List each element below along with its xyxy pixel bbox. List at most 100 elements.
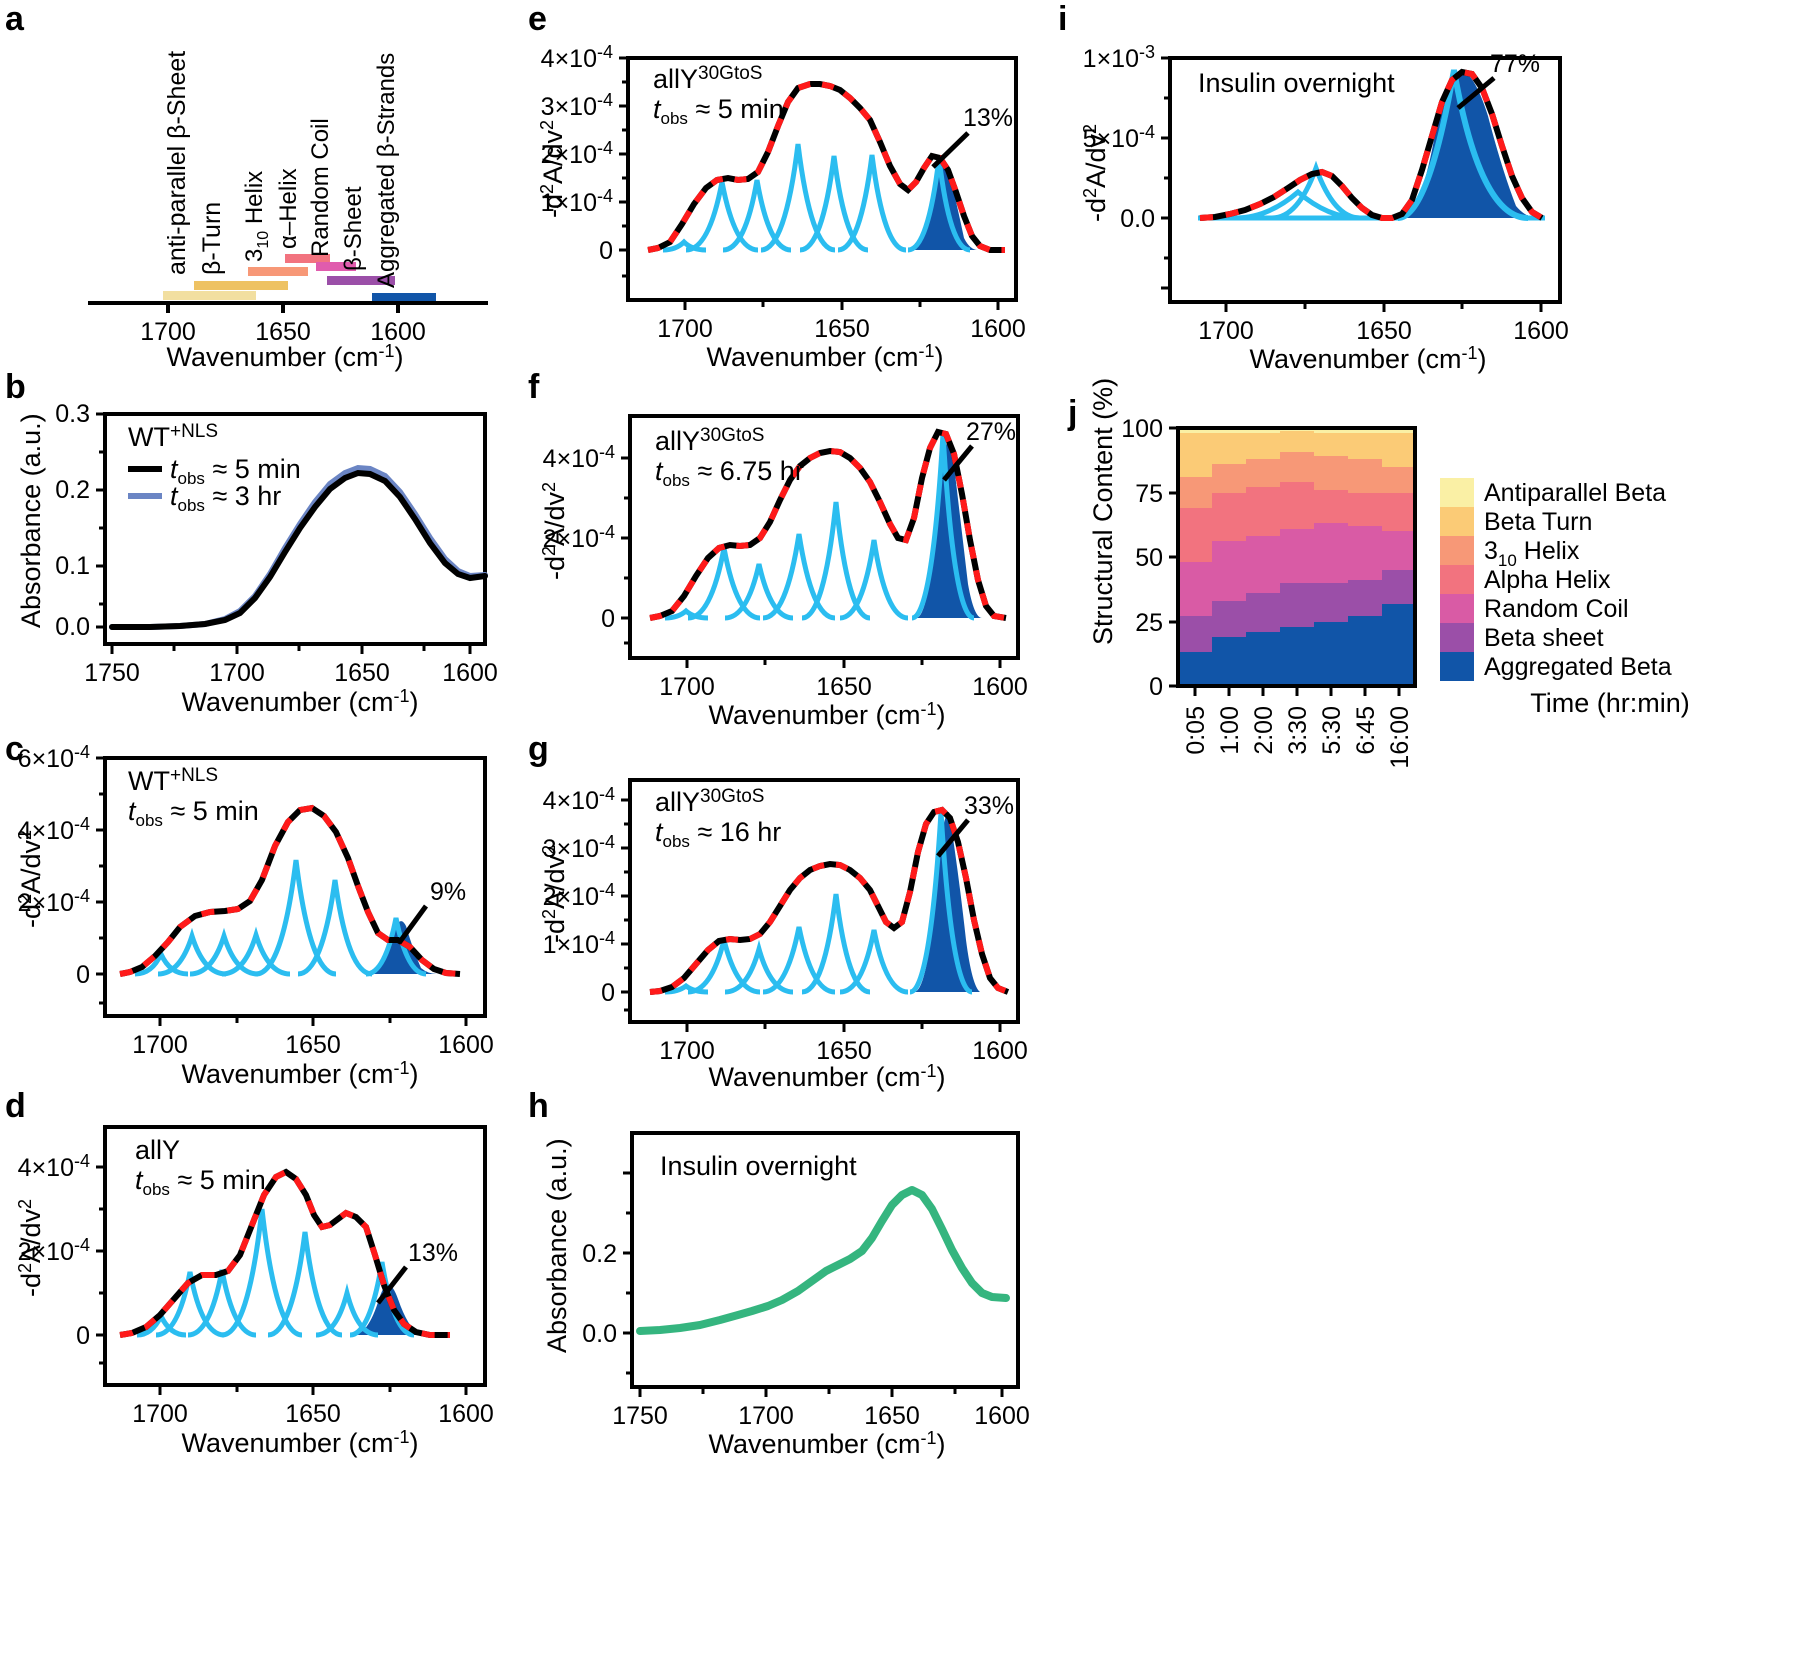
panel-h-title: Insulin overnight	[660, 1151, 857, 1181]
band-label-310-helix: 310 Helix	[241, 171, 272, 262]
panel-h-x-ticks	[638, 1387, 1004, 1397]
panel-j-xtick-0: 0:05	[1182, 706, 1210, 755]
panel-c-ytick-6e-4: 6×10-4	[18, 742, 90, 773]
panel-e-ytick-3e-4: 3×10-4	[541, 90, 613, 121]
panel-h-xtick-1750: 1750	[612, 1402, 668, 1430]
panel-c-y-ticks	[96, 756, 105, 1005]
panel-i-ytick-5e-4: 5×10-4	[1083, 122, 1155, 153]
panel-d-frame	[103, 1125, 487, 1387]
panel-i-plot: 1×10-3 5×10-4 0.0 1700 1650 1600 Wavenum…	[1080, 42, 1569, 374]
panel-h-y-axis-title: Absorbance (a.u.)	[542, 1138, 572, 1353]
panel-f-fit-curve	[649, 428, 1007, 621]
band-label-beta-turn: β-Turn	[198, 202, 226, 275]
panel-a-xtick-1700: 1700	[140, 318, 196, 346]
panel-h-xtick-1700: 1700	[738, 1402, 794, 1430]
panel-e-annotation-leader	[931, 131, 970, 169]
band-label-alpha-helix: α–Helix	[275, 168, 302, 249]
band-antiparallel-beta-sheet	[163, 291, 256, 300]
panel-g-y-ticks	[621, 798, 630, 1012]
panel-c-xtick-1600: 1600	[438, 1031, 494, 1059]
panel-b-ytick-0: 0.3	[55, 400, 90, 428]
panel-d-annotation: 13%	[408, 1239, 458, 1267]
panel-h: h 0.2 0.0 1750 1700 1650 1600 Wavenumber…	[520, 1085, 1050, 1459]
panel-d-label: d	[5, 1087, 26, 1125]
panel-h-label: h	[528, 1087, 549, 1125]
panel-i-y-ticks	[1161, 56, 1170, 290]
panel-e-ytick-0: 0	[599, 237, 613, 265]
panel-b-curve-3hr	[109, 464, 488, 630]
panel-j-xtick-5: 6:45	[1352, 706, 1380, 755]
panel-d-xtick-1700: 1700	[132, 1400, 188, 1428]
panel-b-xtick-1650: 1650	[334, 659, 390, 687]
panel-b-xtick-1700: 1700	[209, 659, 265, 687]
panel-e-label: e	[528, 0, 547, 38]
panel-e-ytick-4e-4: 4×10-4	[541, 42, 613, 73]
legend-swatch-antiparallel-beta	[1440, 478, 1474, 507]
panel-e-x-axis-title: Wavenumber (cm-1)	[706, 341, 943, 372]
panel-b-xtick-1750: 1750	[84, 659, 140, 687]
panel-f-ytick-4e-4: 4×10-4	[543, 442, 615, 473]
panel-e-frame	[626, 56, 1018, 302]
panel-a-plot: anti-parallel β-Sheet β-Turn 310 Helix α…	[88, 51, 488, 372]
panel-j-ytick-75: 75	[1135, 480, 1163, 508]
panel-b-curve-5min	[109, 469, 488, 630]
panel-b-title: WT+NLS	[128, 421, 218, 452]
legend-swatch-beta-turn	[1440, 507, 1474, 536]
panel-d-x-axis-title: Wavenumber (cm-1)	[181, 1427, 418, 1458]
panel-i-fit-curve	[1199, 68, 1544, 221]
panel-g: g 4×10-4 3×10-4 2×10-4 1×10-4 0 1700 165…	[520, 728, 1050, 1092]
panel-d-plot: 4×10-4 2×10-4 0 1700 1650 1600 Wavenumbe…	[15, 1125, 494, 1458]
panel-h-frame	[630, 1131, 1020, 1389]
panel-g-annotation: 33%	[964, 792, 1014, 820]
band-random-coil	[316, 262, 356, 271]
panel-c-ytick-0: 0	[76, 961, 90, 989]
panel-e-components	[662, 143, 971, 253]
band-label-beta-sheet: β-Sheet	[340, 186, 367, 271]
band-310-helix	[248, 267, 308, 276]
panel-d-fit-curve	[119, 1168, 450, 1338]
panel-e-subtitle: tobs ≈ 5 min	[653, 94, 784, 128]
panel-c-x-ticks	[158, 1016, 468, 1026]
panel-e-xtick-1700: 1700	[657, 315, 713, 343]
panel-e-title: allY30GtoS	[653, 63, 762, 94]
panel-h-absorbance-curve	[636, 1186, 1010, 1335]
svg-text:310 Helix: 310 Helix	[241, 171, 272, 262]
panel-g-ytick-1e-4: 1×10-4	[543, 928, 615, 959]
panel-j-label: j	[1068, 394, 1078, 432]
area-aggregated-beta	[1178, 604, 1415, 686]
panel-f-x-ticks	[685, 658, 1002, 668]
panel-d: d 4×10-4 2×10-4 0 1700 1650 1600 Wavenum…	[0, 1085, 520, 1458]
panel-d-ytick-4e-4: 4×10-4	[18, 1151, 90, 1182]
panel-i-x-ticks	[1224, 302, 1543, 312]
panel-g-ytick-4e-4: 4×10-4	[543, 784, 615, 815]
panel-b-ytick-2: 0.1	[55, 552, 90, 580]
panel-j-ytick-0: 0	[1149, 673, 1163, 701]
panel-b-x-axis-title: Wavenumber (cm-1)	[181, 686, 418, 717]
panel-j-xtick-2: 2:00	[1250, 706, 1278, 755]
panel-d-xtick-1600: 1600	[438, 1400, 494, 1428]
panel-a-x-axis-title: Wavenumber (cm-1)	[166, 341, 403, 372]
panel-a-xtick-1650: 1650	[255, 318, 311, 346]
panel-b-plot: 0.3 0.2 0.1 0.0 1750 1700 1650 1600 Wave…	[16, 400, 498, 717]
panel-i-annotation-leader	[1456, 76, 1496, 110]
panel-g-subtitle: tobs ≈ 16 hr	[655, 817, 781, 851]
panel-j-y-ticks	[1169, 426, 1178, 688]
panel-i-xtick-1700: 1700	[1198, 317, 1254, 345]
panel-g-title: allY30GtoS	[655, 786, 764, 817]
panel-e-plot: 4×10-4 3×10-4 2×10-4 1×10-4 0 1700 1650 …	[537, 42, 1026, 372]
panel-g-xtick-1650: 1650	[816, 1037, 872, 1065]
panel-b-xtick-1600: 1600	[442, 659, 498, 687]
panel-f-xtick-1600: 1600	[972, 673, 1028, 701]
panel-g-plot: 4×10-4 3×10-4 2×10-4 1×10-4 0 1700 1650 …	[539, 778, 1028, 1092]
panel-c-annotation-leader	[396, 904, 429, 945]
legend-label-aggregated-beta: Aggregated Beta	[1484, 653, 1672, 681]
panel-c-components	[134, 859, 427, 977]
panel-f-ytick-0: 0	[601, 605, 615, 633]
panel-i-x-axis-title: Wavenumber (cm-1)	[1249, 343, 1486, 374]
panel-e-y-ticks	[619, 56, 628, 278]
panel-c-frame	[103, 756, 487, 1018]
panel-i-ytick-1e-3: 1×10-3	[1083, 42, 1155, 73]
panel-c-x-axis-title: Wavenumber (cm-1)	[181, 1058, 418, 1089]
panel-j-legend: Antiparallel Beta Beta Turn 310 Helix Al…	[1440, 478, 1672, 681]
panel-f-y-axis-title: -d2A/dv2	[539, 482, 570, 580]
